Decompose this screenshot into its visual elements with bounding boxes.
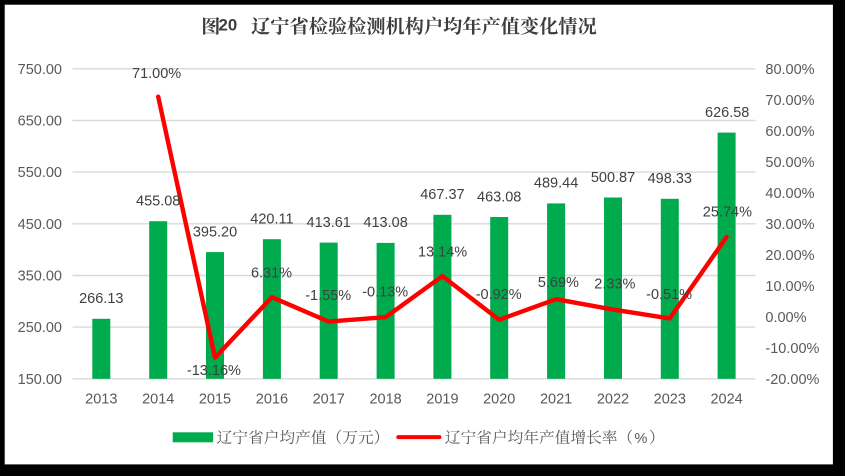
- svg-text:467.37: 467.37: [420, 187, 464, 203]
- svg-text:395.20: 395.20: [193, 224, 237, 240]
- svg-text:2020: 2020: [483, 392, 515, 408]
- svg-text:413.61: 413.61: [307, 215, 351, 231]
- svg-text:-10.00%: -10.00%: [765, 341, 819, 357]
- svg-text:550.00: 550.00: [18, 165, 62, 181]
- svg-text:2022: 2022: [597, 392, 629, 408]
- svg-text:2019: 2019: [426, 392, 458, 408]
- svg-text:50.00%: 50.00%: [765, 155, 814, 171]
- svg-text:2018: 2018: [369, 392, 401, 408]
- svg-text:413.08: 413.08: [363, 215, 407, 231]
- svg-text:2013: 2013: [85, 392, 117, 408]
- svg-text:60.00%: 60.00%: [765, 124, 814, 140]
- svg-text:489.44: 489.44: [534, 176, 578, 192]
- svg-text:266.13: 266.13: [79, 291, 123, 307]
- svg-text:-0.13%: -0.13%: [362, 285, 408, 301]
- svg-text:750.00: 750.00: [18, 62, 62, 78]
- svg-text:5.69%: 5.69%: [538, 275, 579, 291]
- svg-text:420.11: 420.11: [250, 212, 293, 228]
- svg-text:80.00%: 80.00%: [765, 62, 814, 78]
- svg-text:25.74%: 25.74%: [703, 205, 752, 221]
- svg-text:498.33: 498.33: [648, 171, 692, 187]
- svg-text:626.58: 626.58: [705, 105, 749, 121]
- svg-text:2024: 2024: [710, 392, 742, 408]
- svg-text:463.08: 463.08: [477, 189, 521, 205]
- svg-text:20: 20: [219, 16, 238, 35]
- svg-text:450.00: 450.00: [18, 217, 62, 233]
- svg-text:-0.92%: -0.92%: [476, 287, 522, 303]
- svg-text:2015: 2015: [199, 392, 231, 408]
- svg-text:13.14%: 13.14%: [418, 245, 467, 261]
- svg-text:2021: 2021: [540, 392, 572, 408]
- svg-text:30.00%: 30.00%: [765, 217, 814, 233]
- svg-text:2016: 2016: [256, 392, 288, 408]
- svg-text:71.00%: 71.00%: [132, 66, 181, 82]
- svg-text:350.00: 350.00: [18, 269, 62, 285]
- svg-text:-13.16%: -13.16%: [187, 363, 241, 379]
- svg-text:%: %: [635, 431, 648, 447]
- svg-text:-0.51%: -0.51%: [646, 287, 692, 303]
- svg-text:40.00%: 40.00%: [765, 186, 814, 202]
- svg-text:2014: 2014: [142, 392, 174, 408]
- svg-text:-20.00%: -20.00%: [765, 372, 819, 388]
- svg-text:6.31%: 6.31%: [251, 266, 292, 282]
- svg-text:2023: 2023: [654, 392, 686, 408]
- svg-text:650.00: 650.00: [18, 114, 62, 130]
- svg-text:70.00%: 70.00%: [765, 93, 814, 109]
- svg-text:10.00%: 10.00%: [765, 279, 814, 295]
- svg-text:2017: 2017: [313, 392, 345, 408]
- svg-text:20.00%: 20.00%: [765, 248, 814, 264]
- svg-text:250.00: 250.00: [18, 320, 62, 336]
- svg-text:2.33%: 2.33%: [594, 276, 635, 292]
- svg-text:-1.55%: -1.55%: [305, 288, 351, 304]
- svg-text:500.87: 500.87: [591, 170, 635, 186]
- svg-text:150.00: 150.00: [18, 372, 62, 388]
- svg-text:455.08: 455.08: [136, 194, 180, 210]
- svg-text:0.00%: 0.00%: [765, 310, 806, 326]
